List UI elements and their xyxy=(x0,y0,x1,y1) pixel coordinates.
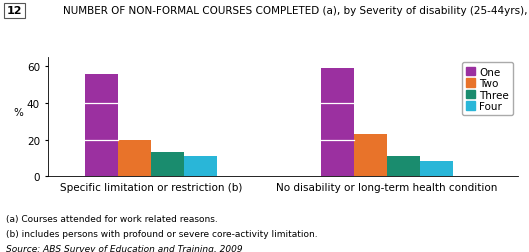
Bar xyxy=(151,153,184,176)
Bar xyxy=(85,74,118,176)
Text: (b) includes persons with profound or severe core-activity limitation.: (b) includes persons with profound or se… xyxy=(6,229,318,238)
Bar xyxy=(184,156,217,176)
Text: Source: ABS Survey of Education and Training, 2009: Source: ABS Survey of Education and Trai… xyxy=(6,244,243,252)
Bar xyxy=(353,135,387,176)
Bar xyxy=(321,69,353,176)
Bar xyxy=(419,162,452,176)
Bar xyxy=(387,156,419,176)
Y-axis label: %: % xyxy=(14,107,23,117)
Bar xyxy=(118,140,151,176)
Text: (a) Courses attended for work related reasons.: (a) Courses attended for work related re… xyxy=(6,214,218,223)
Text: NUMBER OF NON-FORMAL COURSES COMPLETED (a), by Severity of disability (25-44yrs): NUMBER OF NON-FORMAL COURSES COMPLETED (… xyxy=(63,6,529,16)
Legend: One, Two, Three, Four: One, Two, Three, Four xyxy=(462,63,513,116)
Text: 12: 12 xyxy=(6,6,22,16)
